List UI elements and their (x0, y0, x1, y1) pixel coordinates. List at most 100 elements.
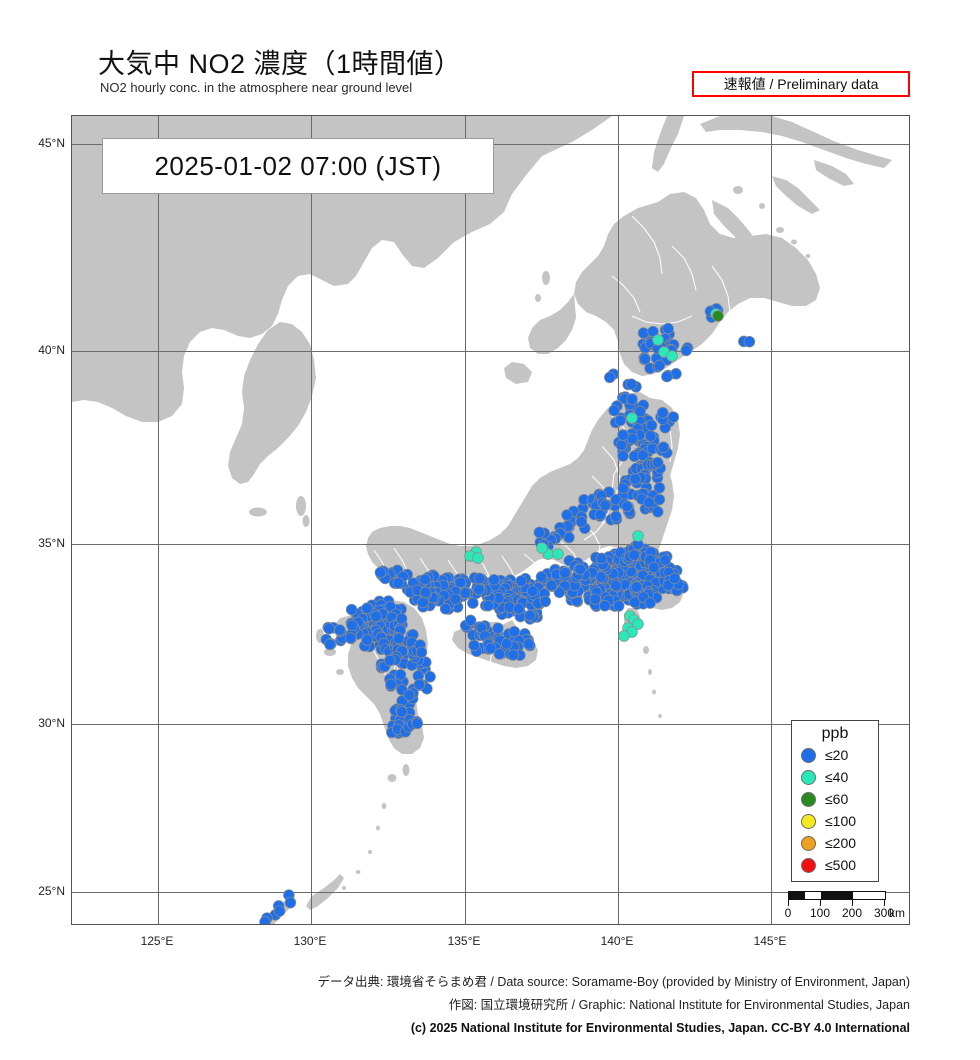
station-marker[interactable] (403, 689, 416, 701)
station-marker[interactable] (653, 359, 666, 372)
station-marker[interactable] (439, 603, 452, 615)
station-marker[interactable] (617, 482, 629, 495)
station-marker[interactable] (680, 344, 693, 357)
station-marker[interactable] (522, 638, 535, 650)
station-marker[interactable] (385, 678, 397, 691)
station-marker[interactable] (651, 456, 664, 469)
station-marker[interactable] (553, 586, 566, 599)
station-marker[interactable] (618, 630, 630, 642)
station-marker[interactable] (535, 571, 548, 583)
station-marker[interactable] (392, 632, 405, 645)
station-marker[interactable] (653, 482, 666, 494)
station-marker[interactable] (417, 596, 429, 609)
station-marker[interactable] (610, 510, 622, 523)
station-marker[interactable] (396, 706, 408, 718)
station-marker[interactable] (508, 625, 521, 638)
station-marker[interactable] (599, 499, 611, 512)
station-marker[interactable] (629, 473, 641, 485)
station-marker[interactable] (374, 566, 387, 579)
station-marker[interactable] (666, 350, 678, 362)
station-marker[interactable] (604, 371, 616, 384)
station-marker[interactable] (639, 353, 651, 365)
station-marker[interactable] (743, 335, 756, 348)
station-marker[interactable] (515, 575, 527, 587)
station-marker[interactable] (536, 542, 548, 554)
station-marker[interactable] (524, 609, 536, 622)
station-marker[interactable] (645, 419, 658, 432)
station-marker[interactable] (392, 577, 405, 589)
station-marker[interactable] (626, 393, 638, 405)
station-marker[interactable] (413, 678, 426, 691)
station-marker[interactable] (617, 429, 629, 441)
station-marker[interactable] (559, 567, 571, 579)
station-marker[interactable] (615, 439, 628, 451)
station-marker[interactable] (561, 509, 573, 521)
station-marker[interactable] (610, 579, 622, 592)
station-marker[interactable] (594, 508, 607, 521)
station-marker[interactable] (643, 496, 655, 509)
station-marker[interactable] (661, 370, 673, 383)
station-markers-layer[interactable] (72, 116, 910, 925)
station-marker[interactable] (334, 624, 346, 636)
station-marker[interactable] (629, 596, 641, 608)
station-marker[interactable] (539, 595, 552, 608)
station-marker[interactable] (284, 896, 297, 909)
station-marker[interactable] (273, 905, 286, 917)
station-marker[interactable] (424, 671, 436, 683)
station-marker[interactable] (599, 599, 611, 612)
station-marker[interactable] (668, 572, 681, 585)
station-marker[interactable] (361, 634, 373, 646)
station-marker[interactable] (632, 618, 644, 630)
station-marker[interactable] (648, 561, 660, 574)
station-marker[interactable] (575, 516, 588, 528)
station-marker[interactable] (644, 430, 657, 442)
station-marker[interactable] (361, 602, 373, 615)
station-marker[interactable] (344, 632, 357, 644)
station-marker[interactable] (411, 717, 424, 730)
station-marker[interactable] (659, 554, 671, 566)
station-marker[interactable] (415, 646, 428, 659)
station-marker[interactable] (449, 593, 462, 605)
station-marker[interactable] (526, 585, 539, 597)
station-marker[interactable] (712, 310, 724, 322)
station-marker[interactable] (468, 639, 480, 652)
station-marker[interactable] (472, 552, 484, 564)
station-marker[interactable] (533, 526, 546, 539)
station-marker[interactable] (608, 404, 620, 417)
station-marker[interactable] (492, 622, 504, 635)
station-marker[interactable] (395, 612, 408, 625)
station-marker[interactable] (630, 581, 643, 593)
station-marker[interactable] (652, 334, 664, 346)
station-marker[interactable] (482, 599, 494, 612)
station-marker[interactable] (653, 493, 666, 506)
station-marker[interactable] (323, 622, 335, 635)
station-marker[interactable] (346, 619, 358, 632)
station-marker[interactable] (637, 449, 649, 462)
station-marker[interactable] (632, 530, 644, 542)
map-plot-area[interactable]: 2025-01-02 07:00 (JST) ppb ≤20 ≤40 ≤60 ≤100… (71, 115, 910, 925)
station-marker[interactable] (345, 603, 358, 616)
station-marker[interactable] (667, 411, 680, 423)
station-marker[interactable] (500, 638, 513, 650)
station-marker[interactable] (545, 579, 558, 592)
station-marker[interactable] (644, 597, 656, 609)
station-marker[interactable] (503, 601, 516, 613)
station-marker[interactable] (484, 642, 497, 655)
station-marker[interactable] (473, 583, 485, 596)
station-marker[interactable] (419, 573, 431, 586)
station-marker[interactable] (656, 406, 669, 419)
station-marker[interactable] (384, 654, 396, 667)
station-marker[interactable] (612, 600, 625, 612)
station-marker[interactable] (513, 602, 525, 615)
station-marker[interactable] (370, 610, 382, 623)
station-marker[interactable] (652, 506, 664, 518)
station-marker[interactable] (637, 327, 650, 339)
station-marker[interactable] (589, 593, 602, 605)
station-marker[interactable] (473, 572, 486, 585)
station-marker[interactable] (464, 614, 477, 627)
station-marker[interactable] (617, 450, 629, 462)
station-marker[interactable] (595, 552, 608, 565)
station-marker[interactable] (259, 916, 271, 926)
station-marker[interactable] (626, 412, 638, 424)
station-marker[interactable] (625, 378, 638, 390)
